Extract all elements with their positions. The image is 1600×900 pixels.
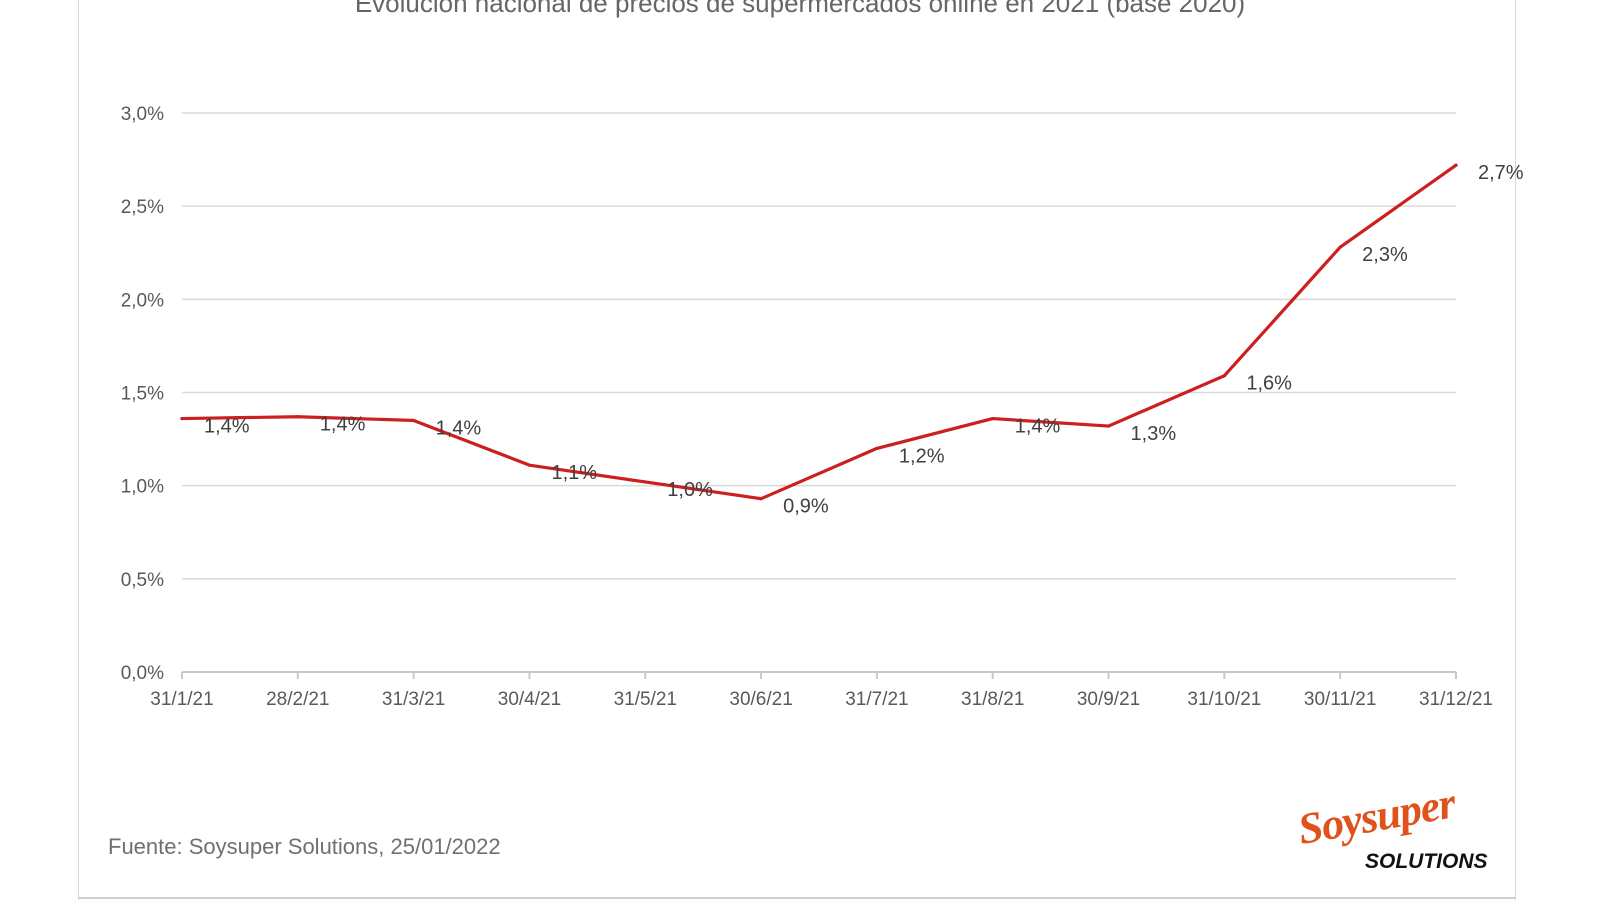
x-tick-label-3: 30/4/21 bbox=[498, 689, 561, 710]
data-label-2: 1,4% bbox=[436, 417, 482, 439]
data-point-2 bbox=[412, 418, 416, 423]
data-point-5 bbox=[759, 497, 763, 501]
series-layer bbox=[180, 163, 1458, 501]
frame-bottom-border bbox=[78, 897, 1516, 899]
chart-frame bbox=[78, 0, 1516, 900]
y-tick-label-0: 0,0% bbox=[121, 663, 164, 684]
data-point-0 bbox=[180, 416, 184, 421]
y-tick-label-5: 2,5% bbox=[121, 197, 164, 218]
data-labels: 1,4% 1,4% 1,4% 1,1% 1,0% 0,9% 1,2% 1,4% 1,3% 1,6%… bbox=[204, 162, 1524, 518]
data-point-6 bbox=[875, 446, 879, 450]
x-tick-label-10: 30/11/21 bbox=[1304, 689, 1377, 710]
data-point-7 bbox=[991, 416, 995, 421]
x-tick-label-11: 31/12/21 bbox=[1419, 689, 1493, 710]
data-point-3 bbox=[527, 463, 532, 467]
y-axis-ticks: 0,0% 0,5% 1,0% 1,5% 2,0% 2,5% 3,0% bbox=[121, 104, 164, 684]
y-tick-label-3: 1,5% bbox=[121, 384, 164, 405]
data-point-4 bbox=[643, 480, 647, 484]
series-line-0 bbox=[180, 163, 1458, 501]
data-label-6: 1,2% bbox=[899, 445, 945, 467]
y-tick-label-4: 2,0% bbox=[121, 290, 164, 311]
y-tick-label-1: 0,5% bbox=[121, 570, 164, 591]
x-axis: 31/1/21 28/2/21 31/3/21 30/4/21 31/5/21 30/6/… bbox=[150, 671, 1493, 710]
logo-sub-text: SOLUTIONS bbox=[1365, 850, 1488, 873]
x-tick-label-9: 31/10/21 bbox=[1187, 689, 1261, 710]
data-point-11 bbox=[1454, 163, 1458, 167]
data-label-5: 0,9% bbox=[783, 496, 829, 518]
x-tick-label-1: 28/2/21 bbox=[266, 689, 329, 710]
x-tick-label-2: 31/3/21 bbox=[382, 689, 445, 710]
x-tick-label-8: 30/9/21 bbox=[1077, 689, 1140, 710]
data-label-0: 1,4% bbox=[204, 416, 250, 438]
data-label-8: 1,3% bbox=[1131, 423, 1177, 445]
data-point-8 bbox=[1106, 424, 1111, 428]
chart-title: Evolución nacional de precios de superme… bbox=[354, 0, 1246, 18]
data-label-10: 2,3% bbox=[1362, 244, 1408, 266]
data-label-4: 1,0% bbox=[667, 479, 713, 501]
source-note: Fuente: Soysuper Solutions, 25/01/2022 bbox=[108, 834, 501, 859]
data-point-1 bbox=[296, 415, 300, 419]
data-label-7: 1,4% bbox=[1015, 416, 1061, 438]
data-point-10 bbox=[1338, 245, 1342, 249]
data-label-11: 2,7% bbox=[1478, 162, 1524, 184]
x-tick-label-7: 31/8/21 bbox=[961, 689, 1024, 710]
y-tick-label-2: 1,0% bbox=[121, 477, 164, 498]
data-point-9 bbox=[1222, 374, 1226, 378]
data-label-1: 1,4% bbox=[320, 414, 366, 436]
data-label-9: 1,6% bbox=[1246, 373, 1292, 395]
y-tick-label-6: 3,0% bbox=[121, 104, 164, 125]
data-label-3: 1,1% bbox=[551, 462, 597, 484]
grid-lines bbox=[182, 112, 1456, 580]
x-tick-label-0: 31/1/21 bbox=[150, 689, 213, 710]
soysuper-logo: Soysuper SOLUTIONS bbox=[1294, 778, 1493, 880]
x-tick-label-6: 31/7/21 bbox=[845, 689, 908, 710]
x-tick-label-5: 30/6/21 bbox=[729, 689, 792, 710]
x-tick-label-4: 31/5/21 bbox=[614, 689, 677, 710]
